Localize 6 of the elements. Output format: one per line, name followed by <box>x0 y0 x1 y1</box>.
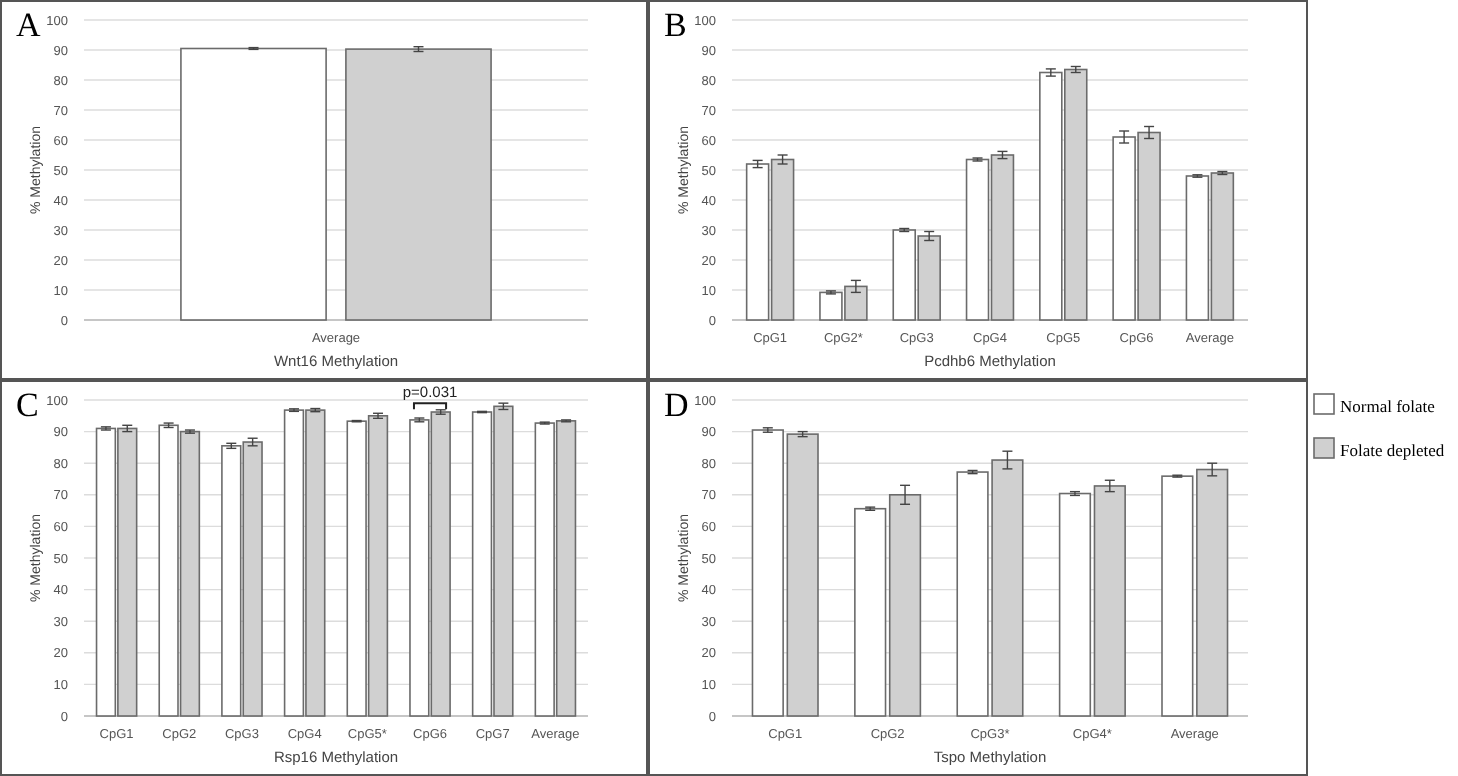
chart-title: C <box>16 386 39 424</box>
chart-title: B <box>664 6 687 44</box>
legend-label: Folate depleted <box>1340 440 1446 460</box>
chart-title: A <box>16 6 42 44</box>
chart-title: D <box>664 386 689 424</box>
legend-label: Normal folate <box>1340 396 1436 416</box>
